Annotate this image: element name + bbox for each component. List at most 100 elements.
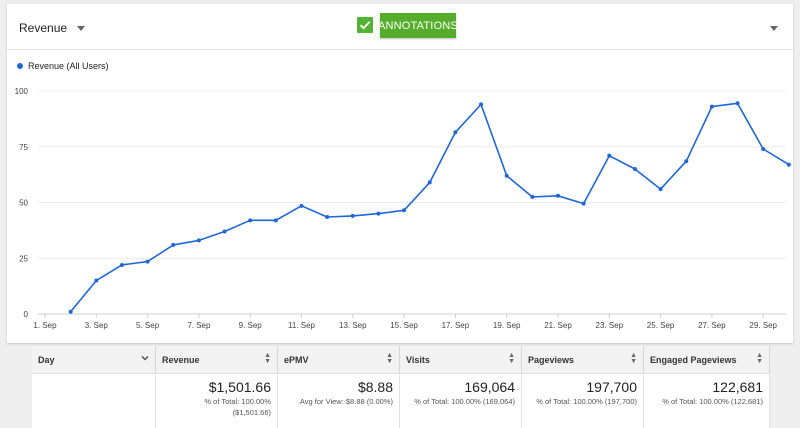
metric-selector-label: Revenue [19, 21, 68, 35]
chart-toolbar: Revenue ANNOTATIONS [7, 4, 793, 50]
total-value: 197,700 [586, 379, 637, 395]
column-header-label: Revenue [162, 355, 200, 365]
x-tick-label: 11. Sep [288, 321, 316, 330]
annotations-checkbox[interactable] [357, 17, 373, 33]
y-tick-label: 75 [19, 143, 28, 152]
x-tick-label: 9. Sep [239, 321, 263, 330]
data-point [171, 242, 176, 247]
data-point [632, 167, 637, 172]
x-tick-label: 5. Sep [136, 321, 160, 330]
x-tick-label: 15. Sep [390, 321, 418, 330]
total-value: 169,064 [464, 379, 515, 395]
x-tick-label: 25. Sep [647, 321, 675, 330]
column-header-visits[interactable]: Visits ▲ ▼ [400, 346, 522, 374]
legend-label: Revenue (All Users) [28, 61, 109, 71]
column-header-label: Engaged Pageviews [650, 355, 737, 365]
data-point [299, 203, 304, 208]
data-point [273, 218, 278, 223]
column-header-label: Visits [406, 355, 430, 365]
y-tick-label: 100 [15, 87, 29, 96]
sort-icon: ▲ ▼ [630, 352, 637, 365]
column-header-label: ePMV [284, 355, 309, 365]
column-header-pageviews[interactable]: Pageviews ▲ ▼ [522, 346, 644, 374]
x-tick-label: 19. Sep [493, 321, 521, 330]
column-header-revenue[interactable]: Revenue ▲ ▼ [156, 346, 278, 374]
check-icon [359, 21, 371, 30]
chevron-down-icon [77, 25, 86, 31]
data-point [786, 162, 791, 167]
data-point [222, 229, 227, 234]
totals-cell-revenue: $1,501.66 % of Total: 100.00% ($1,501.66… [156, 375, 278, 428]
x-tick-label: 29. Sep [749, 321, 777, 330]
data-point [530, 194, 535, 199]
total-subtext: % of Total: 100.00% (169,064) [414, 397, 515, 406]
data-point [350, 213, 355, 218]
total-value: 122,681 [712, 379, 763, 395]
x-tick-label: 13. Sep [339, 321, 367, 330]
x-tick-label: 7. Sep [187, 321, 211, 330]
total-subtext: % of Total: 100.00% (197,700) [536, 397, 637, 406]
x-tick-label: 23. Sep [596, 321, 624, 330]
total-value: $8.88 [357, 379, 393, 395]
total-subtext: % of Total: 100.00% [204, 397, 271, 406]
x-tick-label: 3. Sep [85, 321, 109, 330]
data-point [735, 101, 740, 106]
data-point [581, 201, 586, 206]
x-tick-label: 27. Sep [698, 321, 726, 330]
total-value: $1,501.66 [208, 379, 271, 395]
data-point [453, 130, 458, 135]
chart-card: Revenue ANNOTATIONS Revenue (All Users) … [7, 4, 793, 343]
data-point [68, 309, 73, 314]
data-point [761, 146, 766, 151]
totals-cell-day [32, 375, 156, 428]
x-tick-label: 1. Sep [33, 321, 57, 330]
x-tick-label: 21. Sep [544, 321, 572, 330]
data-point [402, 208, 407, 213]
total-subtext: Avg for View: $8.88 (0.00%) [299, 397, 393, 406]
sort-icon: ▲ ▼ [756, 352, 763, 365]
data-point [658, 187, 663, 192]
table-header: Day Revenue ▲ ▼ ePMV ▲ ▼ Visits ▲ ▼ Pagevie… [32, 346, 770, 374]
data-point [709, 104, 714, 109]
column-header-epmv[interactable]: ePMV ▲ ▼ [278, 346, 400, 374]
series-line [69, 102, 790, 313]
data-point [119, 262, 124, 267]
column-header-label: Pageviews [528, 355, 575, 365]
y-tick-label: 25 [19, 254, 28, 263]
line-chart: 100 75 50 25 0 1. Sep 3. Sep 5. Sep 7. Sep 9. Sep… [15, 87, 791, 330]
totals-cell-pageviews: 197,700 % of Total: 100.00% (197,700) [522, 375, 644, 428]
data-table: Day Revenue ▲ ▼ ePMV ▲ ▼ Visits ▲ ▼ Pagevie… [32, 346, 770, 428]
data-point [196, 238, 201, 243]
data-point [607, 153, 612, 158]
data-point [248, 218, 253, 223]
x-tick-label: 17. Sep [442, 321, 470, 330]
chart-legend[interactable]: Revenue (All Users) [17, 61, 109, 71]
data-point [145, 259, 150, 264]
legend-swatch [17, 63, 23, 69]
data-point [556, 193, 560, 198]
total-subtext: % of Total: 100.00% (122,681) [662, 397, 763, 406]
annotations-button[interactable]: ANNOTATIONS [378, 13, 458, 38]
data-point [427, 180, 432, 185]
totals-cell-epmv: $8.88 Avg for View: $8.88 (0.00%) [278, 375, 400, 428]
data-point [684, 159, 689, 164]
y-tick-label: 50 [19, 199, 28, 208]
total-subtext: ($1,501.66) [232, 408, 271, 417]
totals-cell-visits: 169,064 % of Total: 100.00% (169,064) [400, 375, 522, 428]
chart-menu-chevron-icon[interactable] [770, 26, 778, 31]
data-point [325, 214, 330, 219]
sort-icon: ▲ ▼ [386, 352, 393, 365]
column-header-engaged-pageviews[interactable]: Engaged Pageviews ▲ ▼ [644, 346, 770, 374]
metric-selector[interactable]: Revenue [19, 18, 86, 38]
y-tick-label: 0 [24, 310, 29, 319]
sort-icon: ▲ ▼ [264, 352, 271, 365]
sort-icon: ▲ ▼ [508, 352, 515, 365]
column-header-label: Day [38, 355, 55, 365]
totals-cell-engaged-pageviews: 122,681 % of Total: 100.00% (122,681) [644, 375, 770, 428]
data-point [479, 102, 484, 107]
column-header-day[interactable]: Day [32, 346, 156, 374]
chevron-down-icon [141, 356, 149, 361]
totals-row: $1,501.66 % of Total: 100.00% ($1,501.66… [32, 375, 770, 428]
data-point [376, 211, 381, 216]
data-point [94, 278, 99, 283]
